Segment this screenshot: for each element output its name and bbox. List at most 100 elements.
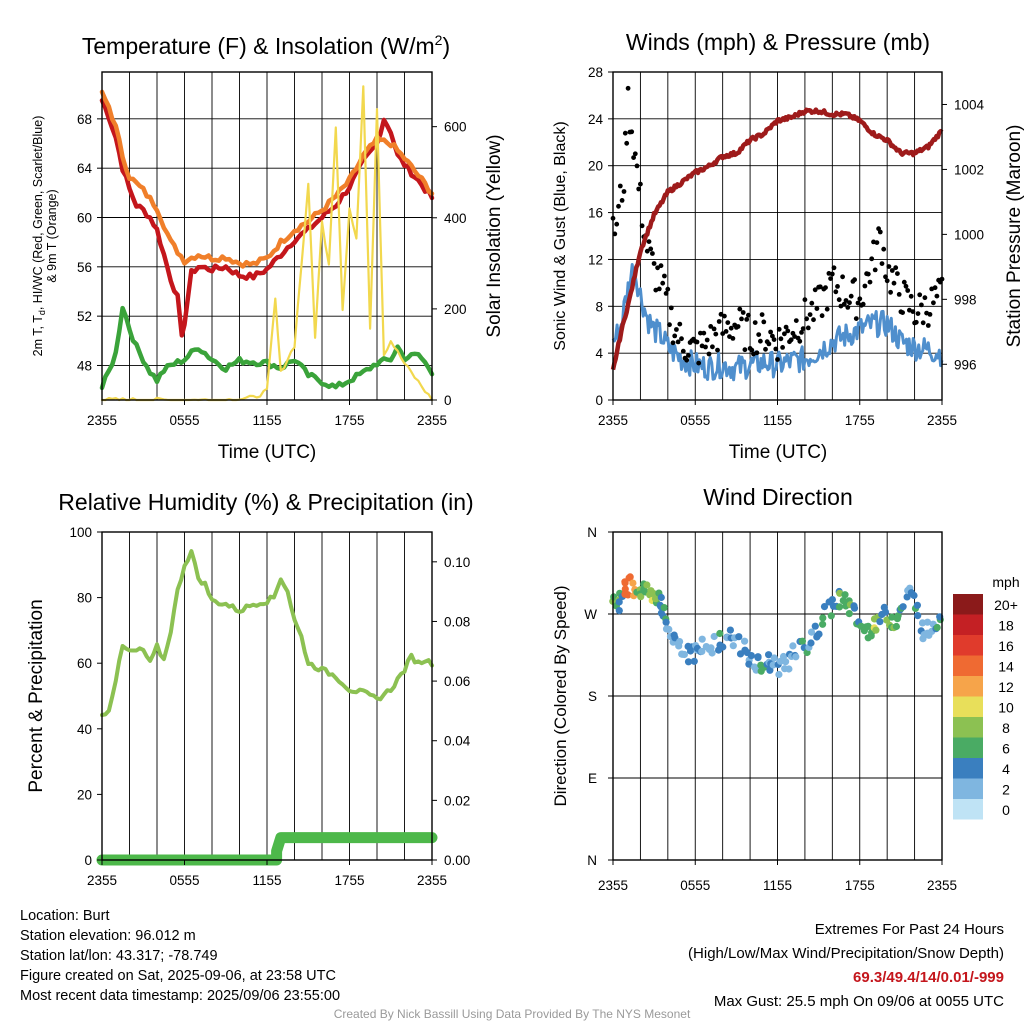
direction-series [609,573,944,679]
gust-point [752,320,758,325]
winds-ylabel-left: Sonic Wind & Gust (Blue, Black) [552,121,569,350]
direction-point [754,654,762,662]
gust-point [675,339,681,345]
station-location: Location: Burt [20,908,110,924]
gust-point [632,151,638,157]
y-right-tick-label: 200 [444,302,467,317]
y-right-tick-label: 0.04 [444,734,471,749]
gust-point [905,288,911,293]
credit-line: Created By Nick Bassill Using Data Provi… [333,1007,691,1021]
svg-text:2m T, Td, HI/WC (Red, Green, S: 2m T, Td, HI/WC (Red, Green, Scarlet/Blu… [31,116,47,357]
gust-point [624,140,630,146]
y-left-tick-label: 60 [77,211,92,226]
gust-point [775,357,780,362]
gust-point [617,183,623,189]
y-right-tick-label: 400 [444,211,467,226]
direction-point [876,618,884,626]
direction-point [698,647,706,656]
gust-point [852,277,857,283]
x-tick-label: 1755 [845,413,875,428]
temperature-ticks: 2355 0555 1155 1755 2355 48 52 56 60 64 68 0 200 400 6… [77,112,467,428]
series-maroon-line [610,107,944,371]
direction-point [741,637,749,645]
gust-point [783,324,789,330]
gust-point [780,345,785,350]
gust-point [867,279,873,285]
gust-point [884,278,890,284]
series-green-line [99,305,435,391]
direction-point [933,623,941,632]
winds-ticks: 2355 0555 1155 1755 2355 0 4 8 12 16 20 24 28 996 998 1… [588,65,985,428]
gust-point [848,293,854,299]
gust-point [865,271,871,277]
direction-gridlines [613,532,942,860]
gust-point [715,347,720,353]
y-left-tick-label: 20 [77,787,92,802]
gust-point [749,347,755,353]
temperature-ylabel-left: 2m T, Td, HI/WC (Red, Green, Scarlet/Blu… [31,116,59,357]
series-yellow-line [100,85,434,402]
gust-point [778,336,784,342]
winds-title: Winds (mph) & Pressure (mb) [626,29,930,55]
legend-swatch [953,778,983,799]
gust-point [766,341,772,347]
legend-swatch [953,676,983,697]
gust-point [651,261,657,266]
legend-swatch [953,799,983,820]
y-left-tick-label: 12 [588,252,603,267]
gust-point [621,189,627,194]
y-left-tick-label: 0 [84,853,92,868]
gust-point [872,267,878,273]
legend-swatch [953,635,983,656]
gust-point [771,337,777,342]
direction-point [766,666,774,674]
direction-point [910,591,918,600]
gust-point [773,346,779,352]
gust-point [631,155,636,161]
gust-point [845,305,851,310]
gust-point [746,312,751,318]
gust-point [853,316,859,321]
gust-point [680,348,686,354]
gust-point [812,287,818,293]
direction-point [923,618,932,626]
x-tick-label: 2355 [598,413,628,428]
x-tick-label: 1155 [252,873,281,888]
y-left-tick-label: 24 [588,112,604,127]
temperature-ylabel-right: Solar Insolation (Yellow) [484,134,505,337]
x-tick-label: 1755 [334,413,364,428]
gust-point [720,331,726,336]
direction-point [815,630,823,638]
y-tick-label: E [588,771,597,786]
legend-label: 2 [1002,782,1010,798]
gust-point [737,306,743,312]
direction-point [894,612,902,620]
legend-swatch [953,696,983,717]
y-right-tick-label: 600 [444,120,467,135]
x-tick-label: 1155 [763,413,792,428]
gust-point [847,300,852,306]
y-left-tick-label: 80 [77,591,92,606]
gust-point [665,286,671,292]
gust-point [809,300,815,306]
gust-point [927,312,933,317]
y-tick-label: W [584,607,597,622]
y-left-tick-label: 4 [595,346,603,361]
winds-series [610,85,945,382]
winds-panel: Winds (mph) & Pressure (mb) 2355 0555 1155… [552,29,1024,463]
legend-label: 20+ [994,597,1018,613]
gust-point [639,223,645,229]
y-left-tick-label: 68 [77,112,92,127]
direction-point [770,654,778,662]
gust-point [920,320,926,326]
gust-point [797,338,803,344]
direction-point [629,579,637,587]
direction-point [643,581,651,589]
gust-point [831,265,837,271]
direction-point [807,628,816,636]
legend-label: 10 [998,700,1014,716]
direction-point [665,625,673,634]
direction-point [785,665,793,673]
gust-point [744,317,750,322]
gust-point [922,295,928,301]
